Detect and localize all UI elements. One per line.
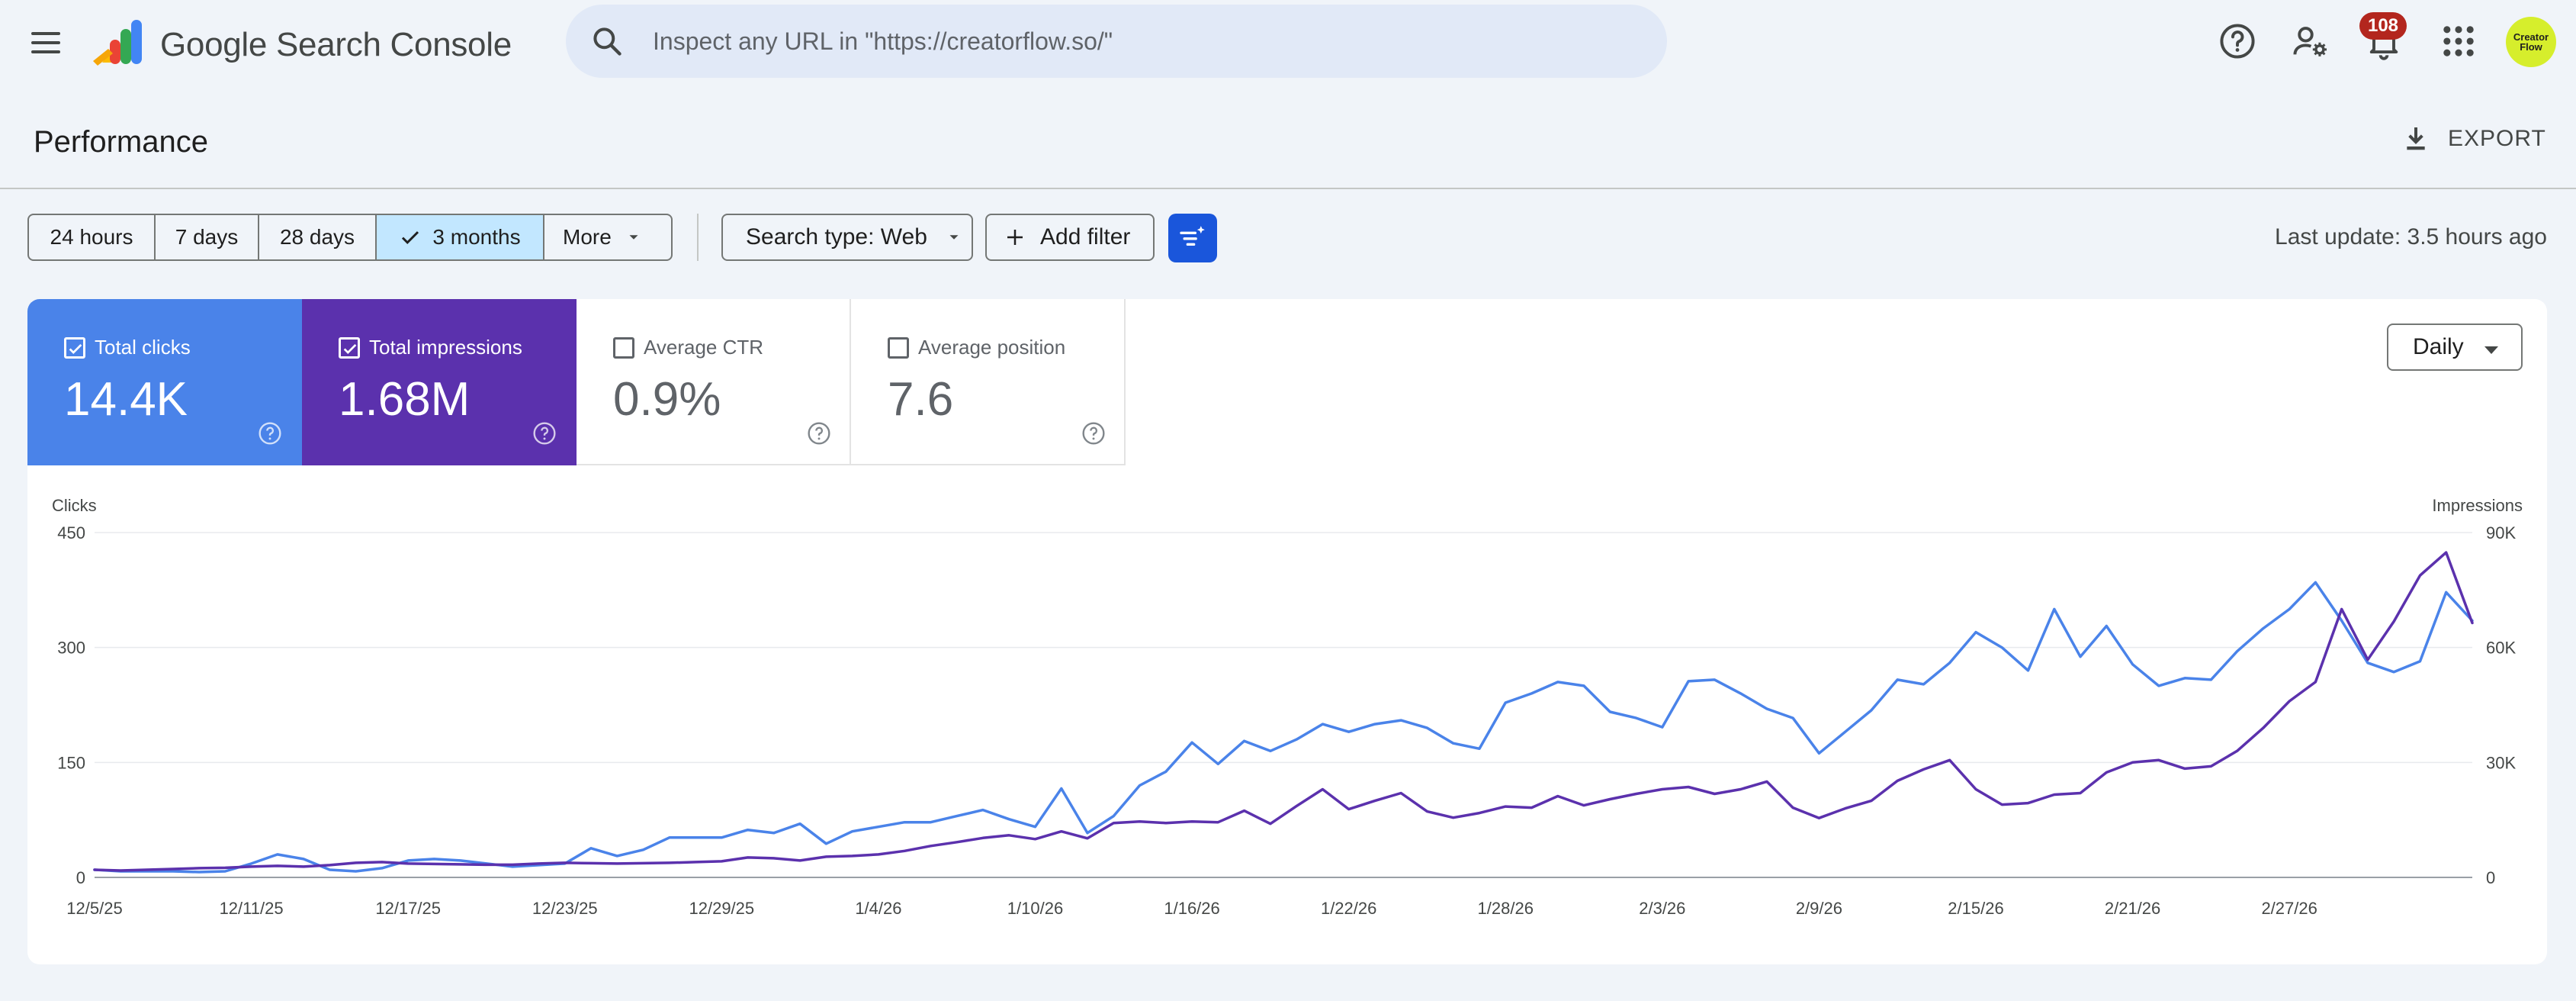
x-tick-label: 1/22/26 xyxy=(1321,899,1376,918)
right-tick-label: 30K xyxy=(2486,753,2516,772)
manage-users-icon[interactable] xyxy=(2291,21,2330,61)
checkbox-unchecked-icon[interactable] xyxy=(888,337,909,359)
page-title: Performance xyxy=(34,125,208,159)
help-icon[interactable] xyxy=(1081,421,1106,446)
menu-icon[interactable] xyxy=(26,23,66,63)
header-divider xyxy=(0,188,2576,189)
x-tick-label: 2/27/26 xyxy=(2261,899,2317,918)
date-range-24-hours[interactable]: 24 hours xyxy=(27,214,156,261)
left-tick-label: 0 xyxy=(76,868,85,887)
add-filter-button[interactable]: Add filter xyxy=(985,214,1155,261)
right-tick-label: 90K xyxy=(2486,523,2516,542)
plus-icon xyxy=(1007,230,1023,245)
x-tick-label: 12/5/25 xyxy=(66,899,122,918)
help-icon[interactable] xyxy=(532,421,557,446)
checkbox-unchecked-icon[interactable] xyxy=(613,337,634,359)
product-name: Google Search Console xyxy=(160,26,512,63)
right-tick-label: 0 xyxy=(2486,868,2495,887)
date-range-more[interactable]: More xyxy=(543,214,673,261)
series-line-impressions[interactable] xyxy=(93,551,2474,872)
metric-value: 0.9% xyxy=(613,373,721,426)
apps-icon[interactable] xyxy=(2439,21,2478,61)
right-tick-label: 60K xyxy=(2486,639,2516,658)
search-input[interactable] xyxy=(653,5,1629,78)
x-tick-label: 1/28/26 xyxy=(1478,899,1534,918)
date-range-7-days[interactable]: 7 days xyxy=(154,214,259,261)
x-tick-label: 12/11/25 xyxy=(220,899,284,918)
left-tick-label: 450 xyxy=(57,523,85,542)
x-tick-label: 1/10/26 xyxy=(1007,899,1063,918)
x-tick-label: 12/23/25 xyxy=(532,899,598,918)
left-tick-label: 150 xyxy=(57,753,85,772)
ai-filter-button[interactable] xyxy=(1168,214,1217,262)
metric-average-ctr[interactable]: Average CTR 0.9% xyxy=(577,299,851,465)
x-tick-label: 12/29/25 xyxy=(689,899,755,918)
metric-value: 7.6 xyxy=(888,373,954,426)
right-axis-label: Impressions xyxy=(2432,496,2523,515)
caret-down-icon xyxy=(2484,346,2498,354)
caret-down-icon xyxy=(949,235,959,240)
help-icon[interactable] xyxy=(2218,21,2257,61)
left-axis-label: Clicks xyxy=(52,496,97,515)
download-icon xyxy=(2407,127,2425,150)
x-tick-label: 2/15/26 xyxy=(1948,899,2003,918)
x-tick-label: 2/21/26 xyxy=(2105,899,2160,918)
granularity-select[interactable]: Daily xyxy=(2387,323,2523,371)
date-range-3-months[interactable]: 3 months xyxy=(375,214,544,261)
caret-down-icon xyxy=(629,235,638,240)
left-tick-label: 300 xyxy=(57,639,85,658)
x-tick-label: 2/3/26 xyxy=(1639,899,1685,918)
check-icon xyxy=(402,231,419,244)
account-avatar[interactable]: Creator Flow xyxy=(2506,17,2556,67)
x-tick-label: 12/17/25 xyxy=(375,899,441,918)
help-icon[interactable] xyxy=(258,421,282,446)
metric-total-impressions[interactable]: Total impressions 1.68M xyxy=(302,299,577,465)
metric-value: 14.4K xyxy=(64,373,188,426)
search-type-filter[interactable]: Search type: Web xyxy=(721,214,973,261)
last-update-text: Last update: 3.5 hours ago xyxy=(2275,224,2547,249)
metric-value: 1.68M xyxy=(339,373,471,426)
notification-count-badge: 108 xyxy=(2359,12,2407,40)
export-button[interactable]: EXPORT xyxy=(2401,119,2546,159)
x-tick-label: 1/16/26 xyxy=(1164,899,1219,918)
filter-divider xyxy=(697,214,699,261)
top-app-bar: Google Search Console 108 Creator Flow xyxy=(0,0,2576,84)
checkbox-checked-icon[interactable] xyxy=(339,337,360,359)
metric-average-position[interactable]: Average position 7.6 xyxy=(851,299,1126,465)
date-range-28-days[interactable]: 28 days xyxy=(258,214,377,261)
help-icon[interactable] xyxy=(807,421,831,446)
performance-card: Total clicks 14.4K Total impressions 1.6… xyxy=(27,299,2547,964)
x-tick-label: 1/4/26 xyxy=(855,899,901,918)
series-line-clicks[interactable] xyxy=(93,581,2474,874)
url-inspection-search[interactable] xyxy=(566,5,1667,78)
search-icon[interactable] xyxy=(590,24,624,58)
sparkle-filter-icon xyxy=(1180,226,1205,246)
x-tick-label: 2/9/26 xyxy=(1796,899,1842,918)
search-console-logo[interactable] xyxy=(92,18,146,69)
performance-chart: Clicks Impressions 0 0 150 30K 300 60K 450 90K 12/… xyxy=(52,496,2523,918)
metric-total-clicks[interactable]: Total clicks 14.4K xyxy=(27,299,302,465)
checkbox-checked-icon[interactable] xyxy=(64,337,85,359)
export-label: EXPORT xyxy=(2448,126,2546,151)
